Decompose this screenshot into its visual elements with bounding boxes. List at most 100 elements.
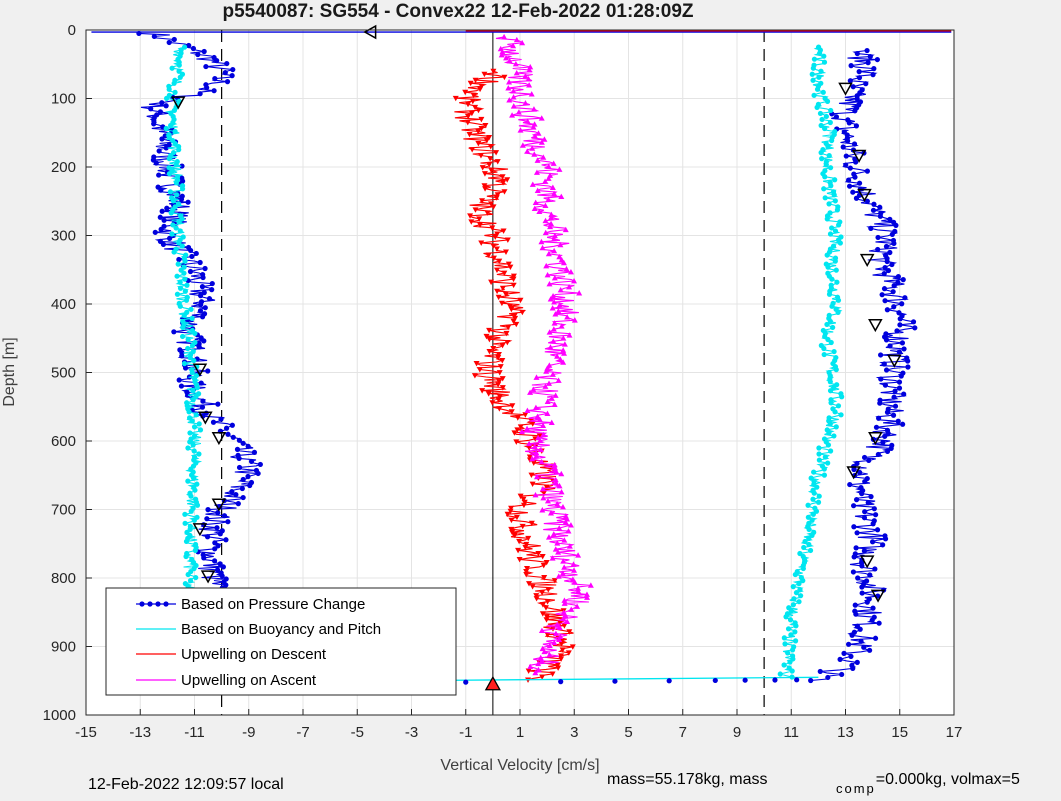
- pressure-ascent-series-point: [849, 632, 855, 638]
- buoyancy-ascent-series-point: [826, 291, 833, 297]
- buoyancy-descent-series-point: [194, 502, 201, 508]
- y-tick-label: 300: [51, 228, 76, 245]
- buoyancy-ascent-series-point: [821, 345, 827, 352]
- upwelling-ascent-series-point: [533, 374, 540, 380]
- legend: Based on Pressure Change Based on Buoyanc…: [105, 587, 457, 696]
- buoyancy-descent-series-point: [166, 134, 172, 141]
- upwelling-ascent-series-point: [571, 277, 578, 284]
- upwelling-descent-series-point: [561, 623, 568, 629]
- pressure-descent-series-point: [212, 76, 218, 82]
- upwelling-descent-series-point: [481, 171, 488, 177]
- x-tick-label: 3: [570, 724, 578, 741]
- pressure-descent-series-point: [196, 344, 202, 350]
- upwelling-ascent-series-point: [556, 624, 563, 630]
- upwelling-descent-series-point: [533, 596, 540, 602]
- upwelling-ascent-series-point: [561, 564, 568, 570]
- upwelling-descent-series-point: [520, 502, 527, 509]
- pressure-ascent-series-point: [865, 60, 871, 66]
- upwelling-descent-series-point: [551, 578, 558, 584]
- upwelling-ascent-series-point: [556, 302, 563, 308]
- pressure-ascent-series-point: [880, 542, 886, 548]
- turn-marker: [363, 24, 377, 40]
- y-tick-label: 500: [51, 365, 76, 382]
- pressure-ascent-series-point: [882, 264, 888, 271]
- buoyancy-ascent-series-point: [831, 192, 837, 198]
- upwelling-descent-series-point: [478, 125, 485, 132]
- pressure-descent-series-point: [218, 416, 224, 422]
- pressure-descent-series-point: [189, 253, 195, 260]
- pressure-descent-series-point: [171, 329, 177, 335]
- buoyancy-ascent-series-point: [821, 186, 827, 192]
- buoyancy-ascent-series-point: [790, 602, 796, 608]
- upwelling-ascent-series-point: [564, 314, 571, 320]
- buoyancy-descent-series-point: [171, 249, 177, 255]
- upwelling-ascent-series-point: [550, 531, 557, 537]
- buoyancy-ascent-series-point: [826, 153, 832, 159]
- upwelling-descent-series-point: [524, 566, 531, 572]
- upwelling-ascent-series-point: [558, 193, 565, 199]
- pressure-ascent-series-point: [891, 304, 897, 310]
- upwelling-descent-series-point: [481, 71, 488, 78]
- upwelling-descent-series-point: [509, 529, 516, 536]
- buoyancy-descent-series-point: [183, 297, 190, 303]
- buoyancy-ascent-series-point: [825, 442, 832, 448]
- upwelling-ascent-series-point: [532, 199, 539, 206]
- pressure-descent-series-point: [209, 280, 215, 287]
- pressure-ascent-series-point: [856, 180, 863, 186]
- buoyancy-descent-series-point: [189, 342, 196, 349]
- buoyancy-ascent-series-point: [781, 635, 787, 641]
- buoyancy-ascent-series-point: [824, 216, 830, 222]
- pressure-ascent-series-point: [873, 512, 879, 518]
- pressure-descent-series-point: [236, 464, 243, 471]
- pressure-ascent-series-point: [851, 524, 857, 530]
- upwelling-ascent-series-point: [566, 284, 573, 290]
- pressure-descent-series-point: [240, 494, 246, 501]
- pressure-ascent-series-point: [896, 349, 902, 355]
- pressure-descent-series-point: [176, 256, 182, 263]
- pressure-descent-series-point: [230, 66, 236, 73]
- upwelling-ascent-series-point: [506, 97, 513, 103]
- pressure-descent-series-point: [187, 268, 194, 275]
- upwelling-ascent-series-point: [512, 60, 519, 67]
- pressure-ascent-series-point: [870, 72, 876, 78]
- buoyancy-descent-series-point: [177, 228, 183, 234]
- buoyancy-ascent-series-point: [824, 321, 830, 328]
- pressure-ascent-series-point: [883, 243, 890, 250]
- upwelling-ascent-series-point: [542, 202, 549, 209]
- pressure-ascent-series-point: [896, 385, 903, 391]
- upwelling-ascent-series-point: [529, 145, 536, 151]
- buoyancy-descent-series-point: [187, 430, 193, 436]
- upwelling-descent-series-point: [467, 80, 474, 87]
- x-tick-label: 9: [733, 724, 741, 741]
- upwelling-ascent-series-point: [538, 657, 545, 664]
- upwelling-ascent-series-line: [495, 36, 591, 674]
- buoyancy-ascent-series-point: [837, 240, 843, 246]
- x-tick-label: 1: [516, 724, 524, 741]
- upwelling-ascent-series-point: [522, 73, 529, 79]
- pressure-descent-series-point: [215, 510, 221, 516]
- buoyancy-ascent-series-point: [831, 433, 837, 439]
- axis-ticks: -15 -13 -11 -9 -7 -5 -3 -1 1 3 5 7 9 11 13 15 1701002003…: [43, 22, 963, 741]
- upwelling-ascent-series-point: [549, 371, 556, 377]
- pressure-ascent-series-point: [905, 364, 911, 370]
- buoyancy-descent-series-point: [174, 273, 180, 279]
- buoyancy-ascent-series-point: [807, 547, 814, 554]
- upwelling-descent-series-point: [542, 605, 549, 611]
- buoyancy-ascent-series-point: [821, 466, 827, 472]
- buoyancy-ascent-series-point: [789, 668, 795, 674]
- buoyancy-ascent-series-point: [809, 532, 815, 538]
- upwelling-descent-series-point: [508, 526, 515, 533]
- upwelling-descent-series-point: [496, 394, 503, 400]
- upwelling-descent-series-point: [543, 617, 550, 623]
- upwelling-descent-series-point: [486, 336, 493, 343]
- pressure-ascent-series-point: [894, 328, 900, 334]
- buoyancy-ascent-series-point: [810, 65, 816, 71]
- buoyancy-ascent-series-point: [824, 252, 830, 258]
- upwelling-ascent-series-point: [566, 543, 573, 549]
- upwelling-ascent-series-point: [548, 419, 555, 426]
- buoyancy-descent-series-point: [176, 240, 182, 246]
- pressure-ascent-series-point: [891, 240, 897, 247]
- upwelling-descent-series-point: [482, 122, 489, 129]
- pressure-descent-series-point: [158, 187, 164, 193]
